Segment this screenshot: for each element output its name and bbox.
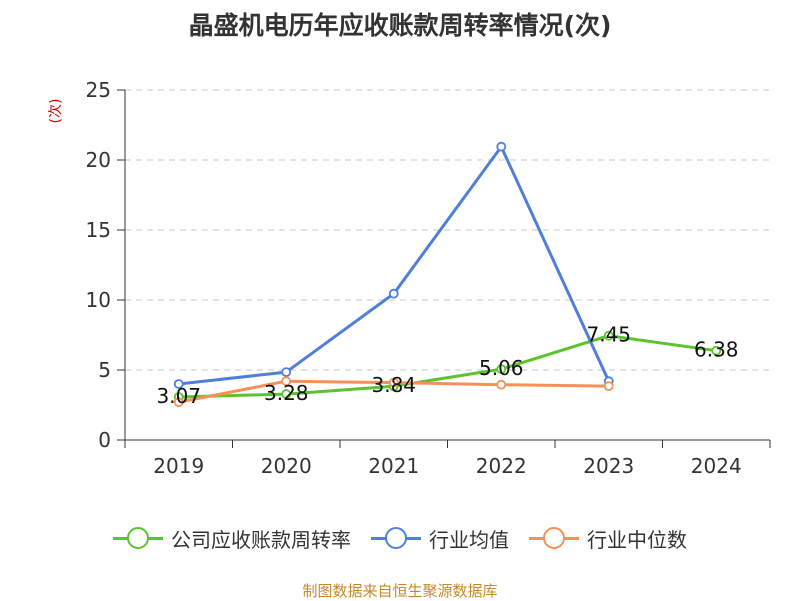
- data-label: 3.28: [264, 381, 309, 405]
- legend-item[interactable]: 公司应收账款周转率: [113, 524, 351, 553]
- x-tick-label: 2023: [583, 454, 634, 478]
- data-point: [173, 379, 184, 389]
- y-tick-label: 10: [86, 288, 111, 312]
- data-source-note: 制图数据来自恒生聚源数据库: [302, 582, 498, 600]
- y-tick-label: 20: [86, 148, 111, 172]
- y-tick-label: 25: [86, 78, 111, 102]
- legend: 公司应收账款周转率 行业均值 行业中位数: [0, 518, 800, 558]
- data-point: [603, 381, 614, 392]
- legend-marker-icon: [113, 526, 163, 550]
- data-point: [711, 345, 722, 356]
- data-point: [281, 389, 292, 399]
- data-point: [281, 367, 292, 378]
- legend-item[interactable]: 行业均值: [371, 524, 509, 553]
- legend-label: 行业中位数: [587, 527, 687, 552]
- y-tick-label: 0: [98, 428, 111, 452]
- x-tick-label: 2019: [153, 454, 204, 478]
- data-point: [173, 397, 184, 408]
- series-line: [178, 334, 717, 399]
- series-line: [178, 145, 611, 386]
- legend-label: 行业均值: [429, 527, 509, 552]
- x-tick-label: 2022: [476, 454, 527, 478]
- legend-item[interactable]: 行业中位数: [529, 524, 687, 553]
- legend-marker-icon: [529, 526, 579, 550]
- x-tick-label: 2020: [261, 454, 312, 478]
- y-tick-label: 5: [98, 358, 111, 382]
- x-tick-label: 2021: [368, 454, 419, 478]
- data-point: [496, 379, 507, 390]
- data-point: [388, 288, 399, 299]
- data-point: [281, 376, 292, 387]
- data-point: [496, 364, 507, 375]
- y-tick-label: 15: [86, 218, 111, 242]
- data-label: 5.06: [479, 356, 524, 380]
- data-point: [388, 377, 399, 388]
- data-label: 6.38: [694, 338, 739, 362]
- data-label: 3.07: [156, 384, 201, 408]
- y-axis-label: (次): [48, 99, 64, 124]
- data-point: [603, 330, 614, 341]
- data-label: 3.84: [371, 373, 416, 397]
- chart-title: 晶盛机电历年应收账款周转率情况(次): [188, 11, 612, 40]
- x-tick-label: 2024: [691, 454, 742, 478]
- legend-label: 公司应收账款周转率: [171, 527, 351, 552]
- legend-marker-icon: [371, 526, 421, 550]
- data-label: 7.45: [586, 323, 631, 347]
- data-point: [496, 141, 507, 152]
